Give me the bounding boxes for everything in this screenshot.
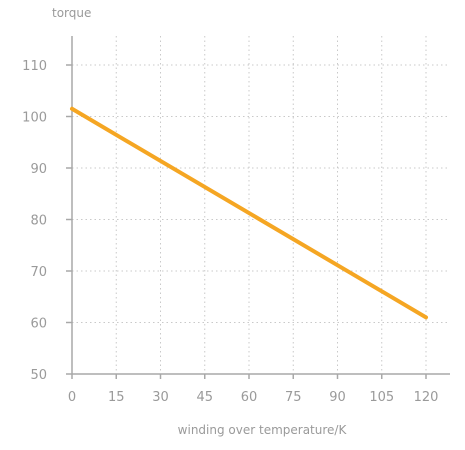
x-tick-label: 15 — [108, 390, 125, 405]
y-axis-title: torque — [52, 6, 91, 20]
y-tick-label: 80 — [30, 214, 47, 229]
series-layer — [70, 106, 428, 320]
y-tick-label: 60 — [30, 317, 47, 332]
x-tick-label: 45 — [196, 390, 213, 405]
y-tick-label: 90 — [30, 162, 47, 177]
axes — [66, 36, 450, 379]
y-tick-label: 110 — [22, 59, 47, 74]
x-tick-label: 60 — [241, 390, 258, 405]
x-tick-label: 0 — [68, 390, 76, 405]
x-tick-label: 30 — [152, 390, 169, 405]
x-tick-label: 75 — [285, 390, 302, 405]
grid — [72, 36, 450, 374]
x-tick-labels: 0 15 30 45 60 75 90 105 120 — [68, 390, 439, 405]
x-tick-label: 90 — [329, 390, 346, 405]
x-axis-title: winding over temperature/K — [178, 423, 348, 437]
y-tick-label: 100 — [22, 111, 47, 126]
y-tick-label: 50 — [30, 368, 47, 383]
x-tick-label: 120 — [414, 390, 439, 405]
series-line — [70, 106, 428, 320]
x-tick-label: 105 — [369, 390, 394, 405]
y-tick-labels: 50 60 70 80 90 100 110 — [22, 59, 47, 383]
y-tick-label: 70 — [30, 265, 47, 280]
